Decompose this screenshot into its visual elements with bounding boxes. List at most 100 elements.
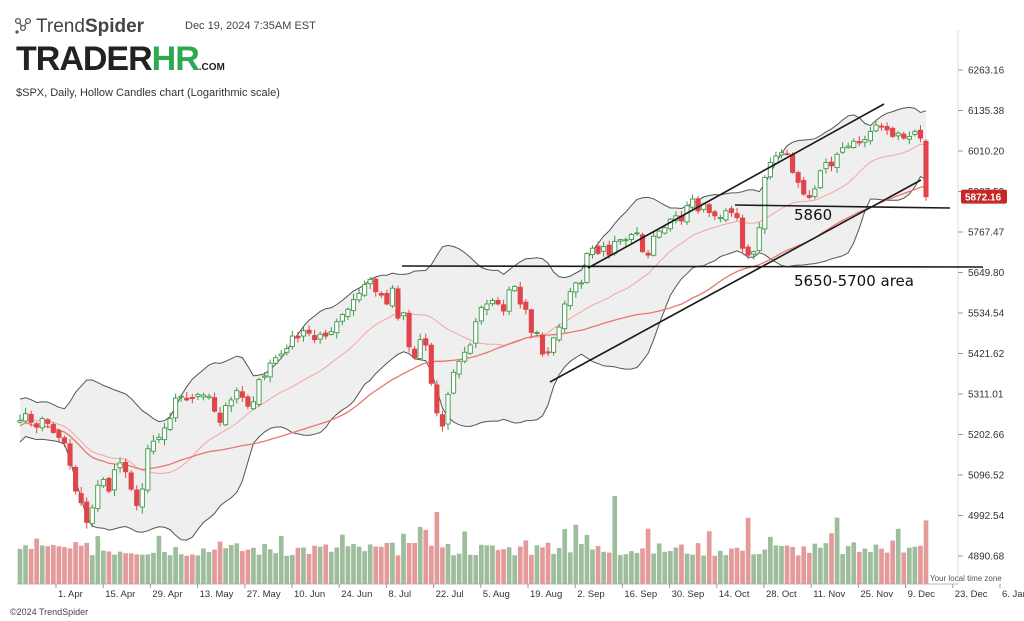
volume-bar bbox=[601, 551, 606, 584]
y-tick-label: 5096.52 bbox=[968, 470, 1005, 481]
volume-bar bbox=[462, 531, 467, 584]
volume-bar bbox=[323, 544, 329, 584]
candle-body bbox=[628, 234, 634, 240]
volume-bar bbox=[723, 555, 729, 584]
candle-body bbox=[184, 397, 190, 401]
volume-bar bbox=[189, 554, 195, 584]
candle-body bbox=[517, 286, 523, 305]
volume-bar bbox=[784, 545, 790, 584]
volume-bar bbox=[301, 547, 306, 584]
volume-bar bbox=[834, 517, 840, 584]
candle-body bbox=[484, 303, 490, 311]
candle-body bbox=[417, 339, 423, 359]
candle-body bbox=[61, 437, 68, 444]
logo-suffix: .COM bbox=[198, 62, 225, 73]
volume-bar bbox=[401, 533, 406, 584]
bollinger-bands bbox=[19, 106, 927, 541]
candle-body bbox=[539, 334, 546, 355]
volume-bar bbox=[923, 520, 929, 584]
candle-body bbox=[462, 351, 468, 362]
volume-bar bbox=[495, 550, 501, 584]
volume-bar bbox=[490, 545, 495, 584]
x-axis: 1. Apr 15. Apr 29. Apr 13. May 27. May 10. Ju… bbox=[55, 584, 1024, 600]
candle-body bbox=[467, 344, 473, 354]
volume-bar bbox=[434, 512, 440, 584]
volume-bar bbox=[73, 542, 78, 584]
candle-body bbox=[111, 469, 118, 491]
volume-bar bbox=[295, 547, 301, 584]
candle-body bbox=[845, 145, 851, 149]
volume-bar bbox=[95, 536, 101, 584]
candle-body bbox=[161, 427, 168, 441]
candle-body bbox=[478, 307, 484, 322]
logo-accent: HR bbox=[151, 40, 200, 78]
candle-body bbox=[56, 430, 62, 438]
candle-body bbox=[423, 338, 429, 346]
candle-body bbox=[389, 287, 395, 307]
candle-body bbox=[506, 289, 512, 312]
volume-bar bbox=[484, 545, 490, 584]
candle-body bbox=[884, 126, 890, 131]
annotations: 5860 5650-5700 area 5872.16 bbox=[794, 189, 1007, 290]
candle-body bbox=[412, 348, 418, 359]
channel-lower-line bbox=[549, 179, 922, 383]
x-tick-label: 8. Jul bbox=[388, 589, 411, 600]
volume-bar bbox=[384, 542, 390, 584]
volume-bar bbox=[806, 552, 812, 584]
candle-body bbox=[89, 507, 95, 525]
volume-bar bbox=[228, 544, 234, 584]
candle-body bbox=[439, 414, 445, 427]
y-tick-label: 4992.54 bbox=[968, 511, 1005, 522]
volume-bar bbox=[312, 545, 317, 584]
candle-body bbox=[200, 394, 206, 398]
candle-body bbox=[923, 140, 929, 198]
volume-bar bbox=[795, 555, 801, 584]
volume-bar bbox=[912, 546, 918, 584]
volume-bar bbox=[918, 545, 923, 584]
candle-body bbox=[117, 462, 123, 469]
x-tick-label: 28. Oct bbox=[766, 589, 797, 600]
candle-body bbox=[50, 424, 56, 433]
x-tick-label: 5. Aug bbox=[483, 589, 510, 600]
volume-bar bbox=[28, 548, 34, 584]
y-tick-label: 5202.66 bbox=[968, 430, 1005, 441]
candle-body bbox=[256, 379, 262, 405]
volume-bar bbox=[595, 546, 601, 584]
volume-bar bbox=[884, 552, 890, 584]
candle-body bbox=[217, 412, 223, 423]
candle-body bbox=[273, 357, 279, 364]
volume-bar bbox=[768, 536, 773, 584]
candle-body bbox=[728, 208, 735, 213]
volume-bar bbox=[868, 551, 873, 584]
volume-bar bbox=[367, 544, 373, 584]
volume-bar bbox=[779, 546, 784, 584]
candle-body bbox=[778, 152, 785, 156]
candle-body bbox=[84, 501, 90, 523]
volume-bar bbox=[184, 555, 190, 584]
candle-body bbox=[917, 129, 924, 139]
volume-bar bbox=[278, 535, 284, 584]
bollinger-lower bbox=[19, 175, 927, 541]
volume-bar bbox=[467, 554, 473, 584]
traderhr-logo: TRADERHR.COM bbox=[16, 40, 225, 79]
volume-bar bbox=[734, 547, 740, 584]
last-price-label: 5872.16 bbox=[965, 193, 1002, 204]
candle-body bbox=[767, 162, 773, 178]
candle-body bbox=[334, 321, 340, 334]
volume-bar bbox=[284, 555, 290, 584]
y-tick-label: 5421.62 bbox=[968, 349, 1005, 360]
candle-body bbox=[634, 232, 640, 235]
candle-body bbox=[206, 395, 212, 399]
last-price-tag bbox=[961, 189, 1007, 204]
volume-bar bbox=[512, 555, 518, 584]
volume-bar bbox=[23, 545, 28, 584]
volume-bar bbox=[540, 547, 545, 584]
candle-body bbox=[228, 399, 234, 407]
volume-bar bbox=[428, 545, 434, 584]
y-axis: 6263.166135.386010.205887.595767.475649.… bbox=[958, 66, 1005, 563]
candle-body bbox=[95, 484, 101, 509]
candle-body bbox=[606, 244, 612, 256]
x-tick-label: 30. Sep bbox=[672, 589, 705, 600]
volume-bar bbox=[62, 547, 67, 584]
